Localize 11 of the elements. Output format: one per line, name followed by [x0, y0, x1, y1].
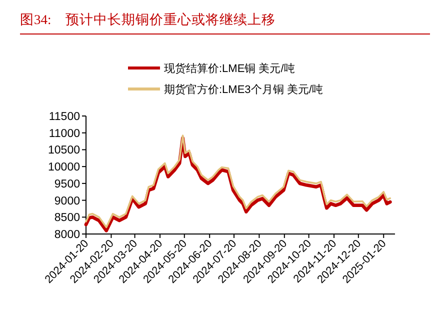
y-tick-label: 9500 [54, 178, 80, 190]
chart-title: 图34: 预计中长期铜价重心或将继续上移 [20, 12, 276, 27]
legend-label: 现货结算价:LME铜 美元/吨 [164, 62, 295, 75]
legend-label: 期货官方价:LME3个月铜 美元/吨 [164, 83, 323, 96]
y-tick-label: 10000 [48, 162, 80, 174]
y-tick-label: 11000 [48, 128, 80, 140]
y-tick-label: 10500 [48, 144, 80, 157]
y-tick-label: 8500 [54, 212, 80, 224]
y-tick-label: 11500 [48, 111, 80, 123]
y-tick-label: 9000 [54, 195, 80, 208]
y-tick-label: 8000 [54, 229, 80, 241]
